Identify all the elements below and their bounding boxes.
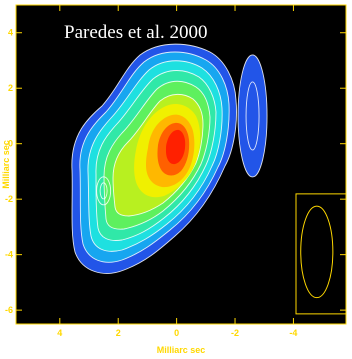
y-tick-label: 2 — [8, 83, 13, 93]
y-tick-label: 4 — [8, 28, 13, 38]
y-tick-label: -4 — [5, 250, 13, 260]
secondary-peak-contour — [96, 176, 112, 206]
y-tick-label: -6 — [5, 305, 13, 315]
y-tick-label: -2 — [5, 194, 13, 204]
frame-border — [15, 4, 347, 325]
x-axis: 4 2 0 -2 -4 — [57, 5, 297, 338]
outer-component-contour-inner — [245, 81, 260, 151]
contour-level-10 — [166, 129, 186, 165]
y-axis-title: Milliarc sec — [1, 140, 11, 189]
secondary-peak-contour-inner — [99, 182, 108, 200]
beam-box — [295, 193, 346, 315]
plot-frame — [15, 4, 347, 325]
y-tick-label: 0 — [8, 139, 13, 149]
outer-component-contour — [237, 54, 268, 178]
x-axis-title: Milliarc sec — [157, 345, 206, 355]
contour-map — [71, 43, 346, 315]
y-axis: 4 2 0 -2 -4 -6 — [5, 28, 346, 315]
x-tick-label: 2 — [116, 328, 121, 338]
beam-ellipse — [300, 205, 334, 299]
chart-title: Paredes et al. 2000 — [64, 22, 208, 43]
x-tick-label: -2 — [231, 328, 239, 338]
x-tick-label: -4 — [289, 328, 297, 338]
x-tick-label: 0 — [174, 328, 179, 338]
x-tick-label: 4 — [57, 328, 62, 338]
